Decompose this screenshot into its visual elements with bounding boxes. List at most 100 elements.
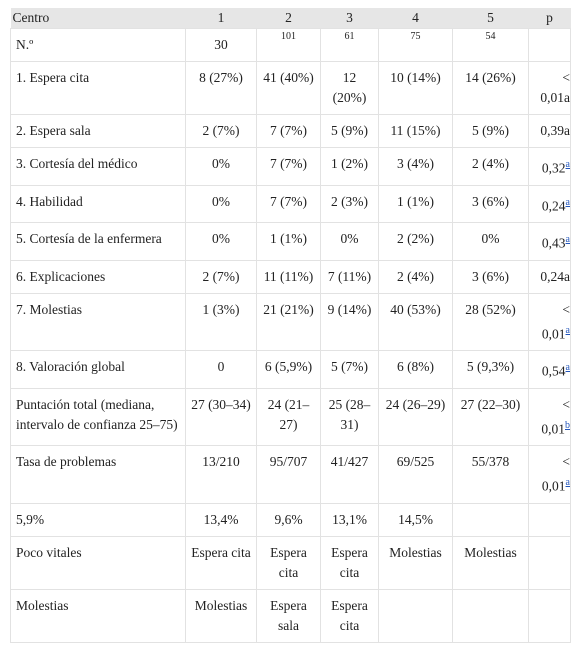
table-cell: 1 (2%) bbox=[320, 147, 379, 186]
table-cell: 6 (5,9%) bbox=[256, 350, 321, 389]
table-cell bbox=[528, 588, 571, 643]
row-label: Poco vitales bbox=[10, 535, 186, 590]
table-row: 5,9% 13,4% 9,6% 13,1% 14,5% bbox=[10, 502, 571, 537]
table-row: 4. Habilidad 0% 7 (7%) 2 (3%) 1 (1%) 3 (6%) 0,… bbox=[10, 184, 571, 223]
footnote-link[interactable]: a bbox=[565, 196, 570, 208]
table-cell: 95/707 bbox=[256, 445, 321, 504]
table-cell: 5 (9%) bbox=[452, 114, 529, 148]
table-cell bbox=[452, 502, 529, 537]
table-cell: 0,43a bbox=[528, 222, 571, 261]
footnote-link[interactable]: b bbox=[565, 419, 570, 431]
cell-text: 0,24 bbox=[541, 198, 566, 213]
table-cell: 55/378 bbox=[452, 445, 529, 504]
table-cell: 41/427 bbox=[320, 445, 379, 504]
table-row: 3. Cortesía del médico 0% 7 (7%) 1 (2%) 3 (4… bbox=[10, 147, 571, 186]
row-label: Puntación total (mediana, intervalo de c… bbox=[10, 387, 186, 446]
footnote-ref: a bbox=[566, 324, 570, 336]
header-row: Centro 1 2 3 4 5 p bbox=[10, 8, 571, 29]
table-row: Poco vitales Espera cita Espera cita Espera… bbox=[10, 535, 571, 590]
footnote-link[interactable]: a bbox=[565, 324, 570, 336]
table-cell: 2 (3%) bbox=[320, 184, 379, 223]
header-cell: 5 bbox=[452, 8, 529, 29]
table-cell: 10 (14%) bbox=[378, 61, 453, 115]
table-cell: 0,39a bbox=[528, 114, 571, 148]
row-label: Tasa de problemas bbox=[10, 445, 186, 504]
table-cell: Espera cita bbox=[185, 535, 257, 590]
row-label: 8. Valoración global bbox=[10, 350, 186, 389]
table-cell bbox=[528, 28, 571, 62]
table-cell: 11 (11%) bbox=[256, 259, 321, 294]
table-cell bbox=[528, 502, 571, 537]
table-cell: 28 (52%) bbox=[452, 292, 529, 351]
data-table: Centro 1 2 3 4 5 p N.º 30 101 61 75 54 1. Espera cit… bbox=[10, 8, 571, 643]
table-row: 2. Espera sala 2 (7%) 7 (7%) 5 (9%) 11 (15%)… bbox=[10, 114, 571, 148]
table-cell: 5 (9,3%) bbox=[452, 350, 529, 389]
table-cell: 27 (22–30) bbox=[452, 387, 529, 446]
table-cell: < 0,01a bbox=[528, 445, 571, 504]
table-cell: 0,24a bbox=[528, 184, 571, 223]
cell-text: 0,32 bbox=[541, 160, 566, 176]
table-cell: 101 bbox=[256, 28, 321, 62]
row-label: 4. Habilidad bbox=[10, 184, 186, 223]
table-cell: 0,24a bbox=[528, 259, 571, 294]
table-row: 5. Cortesía de la enfermera 0% 1 (1%) 0% 2 (… bbox=[10, 222, 571, 261]
footnote-ref: a bbox=[566, 158, 570, 170]
table-cell: < 0,01b bbox=[528, 387, 571, 446]
table-cell: 0 bbox=[185, 350, 257, 389]
table-cell: 2 (2%) bbox=[378, 222, 453, 261]
table-cell: 2 (4%) bbox=[378, 259, 453, 294]
table-cell: 2 (4%) bbox=[452, 147, 529, 186]
table-cell: Espera cita bbox=[256, 535, 321, 590]
table-cell: 5 (9%) bbox=[320, 114, 379, 148]
footnote-link[interactable]: a bbox=[565, 362, 570, 373]
table-cell: 0% bbox=[185, 147, 257, 186]
table-cell: 0,32a bbox=[528, 147, 571, 186]
table-cell: < 0,01a bbox=[528, 61, 571, 115]
table-row: Molestias Molestias Espera sala Espera cita bbox=[10, 588, 571, 643]
table-cell: 13/210 bbox=[185, 445, 257, 504]
row-label: Molestias bbox=[10, 588, 186, 643]
table-cell: 7 (7%) bbox=[256, 147, 321, 186]
table-cell: 1 (1%) bbox=[378, 184, 453, 223]
table-row: 6. Explicaciones 2 (7%) 11 (11%) 7 (11%) 2 (… bbox=[10, 259, 571, 294]
table-cell: 3 (6%) bbox=[452, 184, 529, 223]
table-cell: 27 (30–34) bbox=[185, 387, 257, 446]
table-cell: Molestias bbox=[452, 535, 529, 590]
table-cell: 0% bbox=[185, 222, 257, 261]
table-cell: < 0,01a bbox=[528, 292, 571, 351]
table-cell: 75 bbox=[378, 28, 453, 62]
footnote-ref: a bbox=[566, 233, 570, 245]
table-cell: 25 (28–31) bbox=[320, 387, 379, 446]
table-cell: 14 (26%) bbox=[452, 61, 529, 115]
footnote-link[interactable]: a bbox=[565, 159, 570, 170]
table-cell: 69/525 bbox=[378, 445, 453, 504]
header-cell: p bbox=[528, 8, 571, 29]
footnote-ref: a bbox=[566, 361, 570, 373]
cell-text: < 0,01 bbox=[541, 301, 570, 342]
table-cell: 12 (20%) bbox=[320, 61, 379, 115]
table-row: N.º 30 101 61 75 54 bbox=[10, 28, 571, 62]
table-row: 1. Espera cita 8 (27%) 41 (40%) 12 (20%) 10 … bbox=[10, 61, 571, 115]
row-label: 3. Cortesía del médico bbox=[10, 147, 186, 186]
table-cell: Espera sala bbox=[256, 588, 321, 643]
footnote-ref: a bbox=[566, 476, 570, 488]
footnote-link[interactable]: a bbox=[565, 477, 570, 488]
table-cell: Espera cita bbox=[320, 588, 379, 643]
table-cell: 30 bbox=[185, 28, 257, 62]
table-cell: 3 (6%) bbox=[452, 259, 529, 294]
table-cell: 0% bbox=[320, 222, 379, 261]
footnote-link[interactable]: a bbox=[565, 234, 570, 245]
table-cell: 0% bbox=[185, 184, 257, 223]
header-cell: Centro bbox=[10, 8, 186, 29]
row-label: 5. Cortesía de la enfermera bbox=[10, 222, 186, 261]
table-cell: 13,4% bbox=[185, 502, 257, 537]
header-cell: 3 bbox=[320, 8, 379, 29]
table-cell: 2 (7%) bbox=[185, 114, 257, 148]
table-cell: 5 (7%) bbox=[320, 350, 379, 389]
table-cell: 1 (1%) bbox=[256, 222, 321, 261]
table-row: 7. Molestias 1 (3%) 21 (21%) 9 (14%) 40 (53%… bbox=[10, 292, 571, 351]
header-cell: 1 bbox=[185, 8, 257, 29]
footnote-ref: a bbox=[566, 196, 570, 208]
cell-text: < 0,01 bbox=[541, 396, 570, 437]
